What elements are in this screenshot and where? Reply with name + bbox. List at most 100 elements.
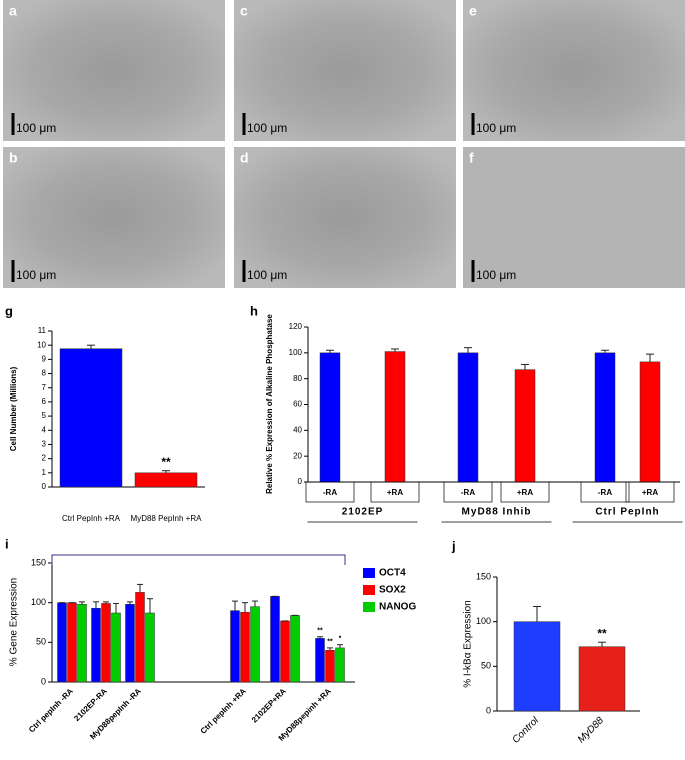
bar xyxy=(134,472,198,488)
x-tick-label: 2102EP+RA xyxy=(250,686,288,724)
category-box xyxy=(500,481,550,503)
y-tick-label: 50 xyxy=(36,637,46,647)
micrographs: a 100 μm c 100 μm e 100 μm b 100 μm d 100 μm f 100 … xyxy=(3,0,685,288)
x-tick-label: MyD88 PepInh +RA xyxy=(131,514,203,523)
significance: ** xyxy=(597,626,607,640)
y-axis-label: % I-kBα Expression xyxy=(463,600,474,687)
x-tick-label: Control xyxy=(510,715,541,746)
bar xyxy=(319,352,341,483)
bar xyxy=(384,351,406,483)
x-tick-label: -RA xyxy=(323,488,337,497)
y-tick-label: 11 xyxy=(38,326,47,335)
x-tick-label: 2102EP-RA xyxy=(72,686,109,723)
scale-label: 100 μm xyxy=(476,268,516,282)
charts: g Cell Number (Millions) 0 1 2 3 4 5 6 7 8 9 10 11 Ctr… xyxy=(5,303,683,746)
category-box xyxy=(625,481,675,503)
scale-label: 100 μm xyxy=(247,121,287,135)
y-tick-label: 9 xyxy=(42,354,47,363)
bar xyxy=(594,352,616,483)
y-axis-label: Relative % Expression of Alkaline Phosph… xyxy=(265,314,274,494)
y-tick-label: 1 xyxy=(42,468,47,477)
significance: * xyxy=(339,636,342,643)
group-label: 2102EP xyxy=(342,507,384,518)
group-label: MyD88 Inhib xyxy=(462,507,532,518)
micrograph-label: f xyxy=(469,150,474,166)
bar xyxy=(230,610,240,683)
y-tick-label: 5 xyxy=(42,411,47,420)
legend-label: OCT4 xyxy=(379,568,406,579)
category-box xyxy=(370,481,420,503)
micrograph xyxy=(234,0,456,141)
panel-label: h xyxy=(250,303,258,318)
micrograph-label: e xyxy=(469,3,477,19)
y-tick-label: 50 xyxy=(481,661,491,671)
bar xyxy=(513,621,561,712)
significance: ** xyxy=(327,639,333,646)
scale-label: 100 μm xyxy=(16,268,56,282)
y-tick-label: 100 xyxy=(476,616,491,626)
category-box xyxy=(443,481,493,503)
bar xyxy=(290,615,300,683)
panel-label: i xyxy=(5,536,9,551)
bar xyxy=(101,603,111,683)
panel-label: g xyxy=(5,303,13,318)
x-tick-label: +RA xyxy=(642,488,658,497)
bar xyxy=(325,650,335,683)
micrograph-label: d xyxy=(240,150,249,166)
significance: ** xyxy=(317,628,323,635)
legend-swatch xyxy=(363,568,375,578)
x-tick-label: MyD88 xyxy=(576,715,606,745)
bar xyxy=(315,638,325,683)
micrograph xyxy=(3,147,225,288)
bar xyxy=(67,602,77,683)
significance: ** xyxy=(161,455,171,469)
micrograph xyxy=(463,0,685,141)
micrograph-label: b xyxy=(9,150,18,166)
x-tick-label: -RA xyxy=(461,488,475,497)
y-tick-label: 6 xyxy=(42,397,47,406)
y-tick-label: 150 xyxy=(31,557,46,567)
bar xyxy=(57,602,67,683)
micrograph-label: c xyxy=(240,3,248,19)
bar xyxy=(240,611,250,683)
micrograph xyxy=(3,0,225,141)
x-tick-label: Ctrl pepInh -RA xyxy=(27,686,75,734)
bar xyxy=(250,606,260,683)
micrograph-label: a xyxy=(9,3,17,19)
bar xyxy=(578,646,626,712)
y-tick-label: 10 xyxy=(37,340,46,349)
bar xyxy=(111,612,121,683)
y-tick-label: 40 xyxy=(293,425,302,434)
y-axis-label: Cell Number (Millions) xyxy=(9,366,18,451)
category-box xyxy=(580,481,630,503)
bar xyxy=(135,592,145,683)
y-tick-label: 150 xyxy=(476,571,491,581)
bar xyxy=(77,604,87,683)
bar xyxy=(125,604,135,683)
bar xyxy=(514,369,536,483)
x-tick-label: +RA xyxy=(517,488,533,497)
bar xyxy=(59,348,123,488)
y-tick-label: 80 xyxy=(293,374,302,383)
x-tick-label: Ctrl PepInh +RA xyxy=(62,514,121,523)
bracket xyxy=(51,554,346,565)
y-tick-label: 100 xyxy=(289,348,303,357)
panel-label: j xyxy=(451,538,456,553)
legend-label: NANOG xyxy=(379,602,416,613)
scale-label: 100 μm xyxy=(16,121,56,135)
legend-swatch xyxy=(363,585,375,595)
y-tick-label: 2 xyxy=(42,454,47,463)
x-tick-label: +RA xyxy=(387,488,403,497)
micrograph xyxy=(463,147,685,288)
bar xyxy=(639,361,661,483)
category-box xyxy=(305,481,355,503)
y-axis-label: % Gene Expression xyxy=(9,578,20,666)
y-tick-label: 0 xyxy=(41,676,46,686)
y-tick-label: 20 xyxy=(293,451,302,460)
scale-label: 100 μm xyxy=(247,268,287,282)
bar xyxy=(91,607,101,683)
x-tick-label: Ctrl pepInh +RA xyxy=(199,686,248,735)
y-tick-label: 120 xyxy=(289,322,303,331)
bar xyxy=(335,647,345,683)
